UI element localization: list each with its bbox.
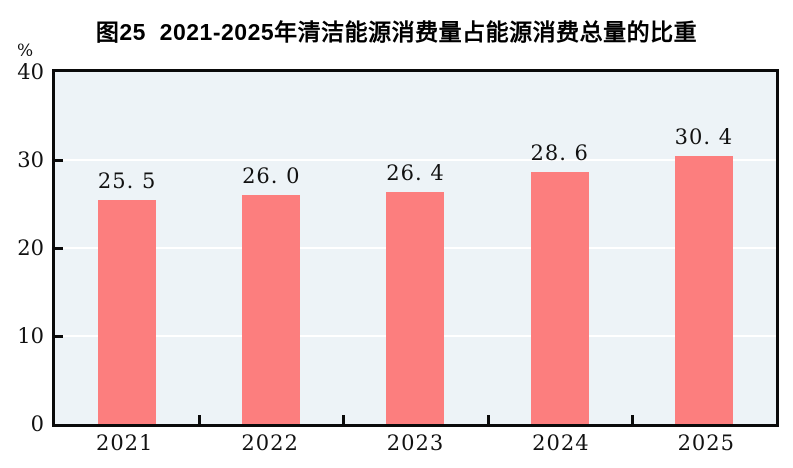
y-axis: 0 10 20 30 40 <box>0 60 44 436</box>
y-axis-unit-label: % <box>17 41 34 61</box>
x-axis-tick <box>342 415 346 424</box>
bar-2023 <box>386 191 445 424</box>
x-axis-label: 2021 <box>95 431 154 455</box>
bar-value-label: 28. 6 <box>530 141 589 166</box>
y-axis-tick-label: 30 <box>17 148 44 172</box>
x-axis-label: 2023 <box>386 431 445 455</box>
y-axis-tick <box>55 247 63 250</box>
x-axis: 2021 2022 2023 2024 2025 <box>52 431 779 463</box>
plot-inner: 25. 5 26. 0 26. 4 28. 6 30. 4 <box>55 72 776 424</box>
gridline <box>55 159 776 161</box>
bar-2025 <box>674 156 733 424</box>
bar-group: 25. 5 <box>55 72 199 424</box>
bar-value-label: 25. 5 <box>97 168 157 193</box>
bar-2022 <box>242 195 301 424</box>
x-axis-label: 2024 <box>532 431 590 455</box>
bar-2024 <box>530 172 589 424</box>
bar-value-label: 30. 4 <box>674 125 734 150</box>
bar-2021 <box>98 199 157 424</box>
bar-group: 26. 4 <box>343 72 487 424</box>
x-axis-tick <box>198 415 202 424</box>
x-axis-tick <box>630 415 634 424</box>
x-axis-tick <box>486 415 490 424</box>
y-axis-tick-label: 0 <box>30 412 44 436</box>
bar-value-label: 26. 4 <box>386 160 445 185</box>
bar-group: 30. 4 <box>632 72 776 424</box>
x-axis-label: 2022 <box>241 431 299 455</box>
bar-group: 28. 6 <box>488 72 632 424</box>
y-axis-tick-label: 20 <box>17 236 44 260</box>
x-axis-label: 2025 <box>677 431 736 455</box>
y-axis-tick <box>55 335 63 338</box>
y-axis-tick-label: 40 <box>17 60 44 84</box>
plot-area: 25. 5 26. 0 26. 4 28. 6 30. 4 <box>52 69 779 427</box>
bar-value-label: 26. 0 <box>242 164 301 189</box>
y-axis-tick <box>55 159 63 162</box>
bar-group: 26. 0 <box>199 72 343 424</box>
y-axis-tick-label: 10 <box>17 324 44 348</box>
chart-title: 图25 2021-2025年清洁能源消费量占能源消费总量的比重 <box>95 19 698 45</box>
